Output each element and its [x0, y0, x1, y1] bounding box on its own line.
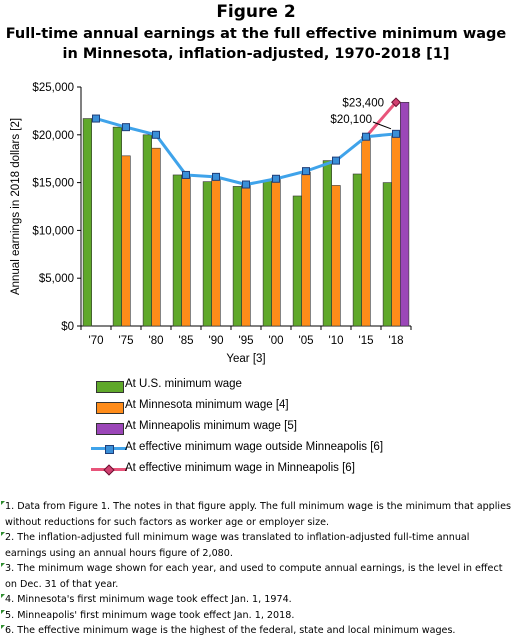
- bar-us: [352, 173, 363, 327]
- bar-mn: [361, 136, 371, 327]
- legend-item-outside: At effective minimum wage outside Minnea…: [84, 440, 494, 461]
- x-tick-label: '18: [389, 335, 404, 347]
- x-axis-title: Year [3]: [226, 353, 265, 365]
- x-tick-label: '90: [209, 335, 224, 347]
- x-tick-label: '15: [359, 335, 374, 347]
- bar-us: [142, 134, 153, 327]
- point-outside: [362, 132, 370, 141]
- y-tick-label: $5,000: [39, 273, 74, 285]
- legend-item-us: At U.S. minimum wage: [84, 377, 494, 398]
- x-tick-label: '80: [149, 335, 164, 347]
- footnote: 6The effective minimum wage is the highe…: [0, 623, 512, 639]
- point-outside: [242, 180, 250, 189]
- legend-marker-outside: [105, 445, 114, 454]
- x-tick-label: '75: [119, 335, 134, 347]
- x-tick-label: '00: [269, 335, 284, 347]
- point-outside: [152, 130, 160, 139]
- comment-flag-icon: [1, 609, 5, 614]
- point-outside: [392, 129, 400, 138]
- bar-us: [82, 118, 92, 327]
- footnote: 1Data from Figure 1. The notes in that f…: [0, 499, 512, 530]
- point-outside: [332, 156, 340, 165]
- y-tick-label: $20,000: [32, 130, 74, 142]
- point-outside: [302, 167, 310, 176]
- legend-label-outside: At effective minimum wage outside Minnea…: [125, 441, 384, 453]
- y-tick-label: $15,000: [32, 178, 74, 190]
- leader-line: [372, 121, 392, 130]
- legend-label-mpls: At Minneapolis minimum wage [5]: [125, 420, 297, 432]
- footnote: 2The inflation-adjusted full minimum wag…: [0, 530, 512, 561]
- legend-label-mn: At Minnesota minimum wage [4]: [125, 399, 289, 411]
- legend-swatch-us: [96, 381, 124, 393]
- x-tick-label: '10: [329, 335, 344, 347]
- data-label: $23,400: [342, 97, 384, 109]
- point-outside: [272, 174, 280, 183]
- bar-mn: [211, 176, 221, 327]
- legend: At U.S. minimum wage At Minnesota minimu…: [84, 377, 494, 482]
- comment-flag-icon: [1, 532, 5, 536]
- bar-mn: [181, 174, 191, 327]
- series-line-minneapolis: [364, 101, 398, 138]
- bar-us: [322, 160, 333, 327]
- legend-marker-minneapolis: [103, 464, 115, 476]
- legend-label-minneapolis: At effective minimum wage in Minneapolis…: [125, 462, 355, 474]
- comment-flag-icon: [1, 625, 5, 629]
- bar-us: [112, 126, 122, 327]
- y-tick-label: $25,000: [32, 82, 74, 94]
- x-tick-label: '05: [299, 335, 314, 347]
- x-tick-label: '95: [239, 335, 254, 347]
- legend-swatch-mn: [96, 402, 124, 414]
- bar-us: [262, 180, 273, 327]
- point-outside: [122, 123, 130, 132]
- footnotes: 1Data from Figure 1. The notes in that f…: [0, 499, 512, 639]
- bar-mn: [391, 133, 401, 327]
- point-outside: [92, 114, 100, 123]
- comment-flag-icon: [1, 594, 5, 598]
- bar-mn: [121, 155, 131, 327]
- series-line-outside: [95, 117, 397, 187]
- footnote: 5Minneapolis' first minimum wage took ef…: [0, 608, 512, 624]
- legend-item-minneapolis: At effective minimum wage in Minneapolis…: [84, 461, 494, 482]
- y-tick-label: $10,000: [32, 225, 74, 237]
- footnote: 4Minnesota's first minimum wage took eff…: [0, 592, 512, 608]
- y-tick-label: $0: [61, 321, 74, 333]
- bar-mn: [151, 147, 161, 327]
- bar-mn: [301, 171, 311, 327]
- footnote: 3The minimum wage shown for each year, a…: [0, 561, 512, 592]
- x-tick-label: '85: [179, 335, 194, 347]
- chart-title: Full-time annual earnings at the full ef…: [5, 26, 507, 62]
- legend-label-us: At U.S. minimum wage: [125, 378, 242, 390]
- bar-us: [172, 174, 183, 327]
- bar-mn: [331, 185, 341, 327]
- bar-us: [232, 186, 243, 327]
- chart: $0 $5,000 $10,000 $15,000 $20,000 $25,000 '70 '…: [10, 82, 412, 365]
- bar-mpls: [399, 101, 410, 327]
- bar-us: [202, 181, 213, 327]
- bar-us: [382, 182, 393, 327]
- comment-flag-icon: [1, 563, 5, 567]
- figure-label: Figure 2: [216, 2, 296, 22]
- y-axis-title: Annual earnings in 2018 dollars [2]: [10, 118, 22, 295]
- point-outside: [182, 170, 190, 179]
- legend-item-mpls: At Minneapolis minimum wage [5]: [84, 419, 494, 440]
- x-tick-label: '70: [89, 335, 104, 347]
- legend-swatch-mpls: [96, 423, 124, 435]
- comment-flag-icon: [1, 501, 5, 505]
- legend-item-mn: At Minnesota minimum wage [4]: [84, 398, 494, 419]
- point-outside: [212, 172, 220, 181]
- bar-us: [292, 195, 303, 327]
- bar-mn: [241, 184, 251, 327]
- point-minneapolis: [391, 97, 401, 108]
- bar-mn: [271, 177, 281, 327]
- data-label: $20,100: [330, 114, 372, 126]
